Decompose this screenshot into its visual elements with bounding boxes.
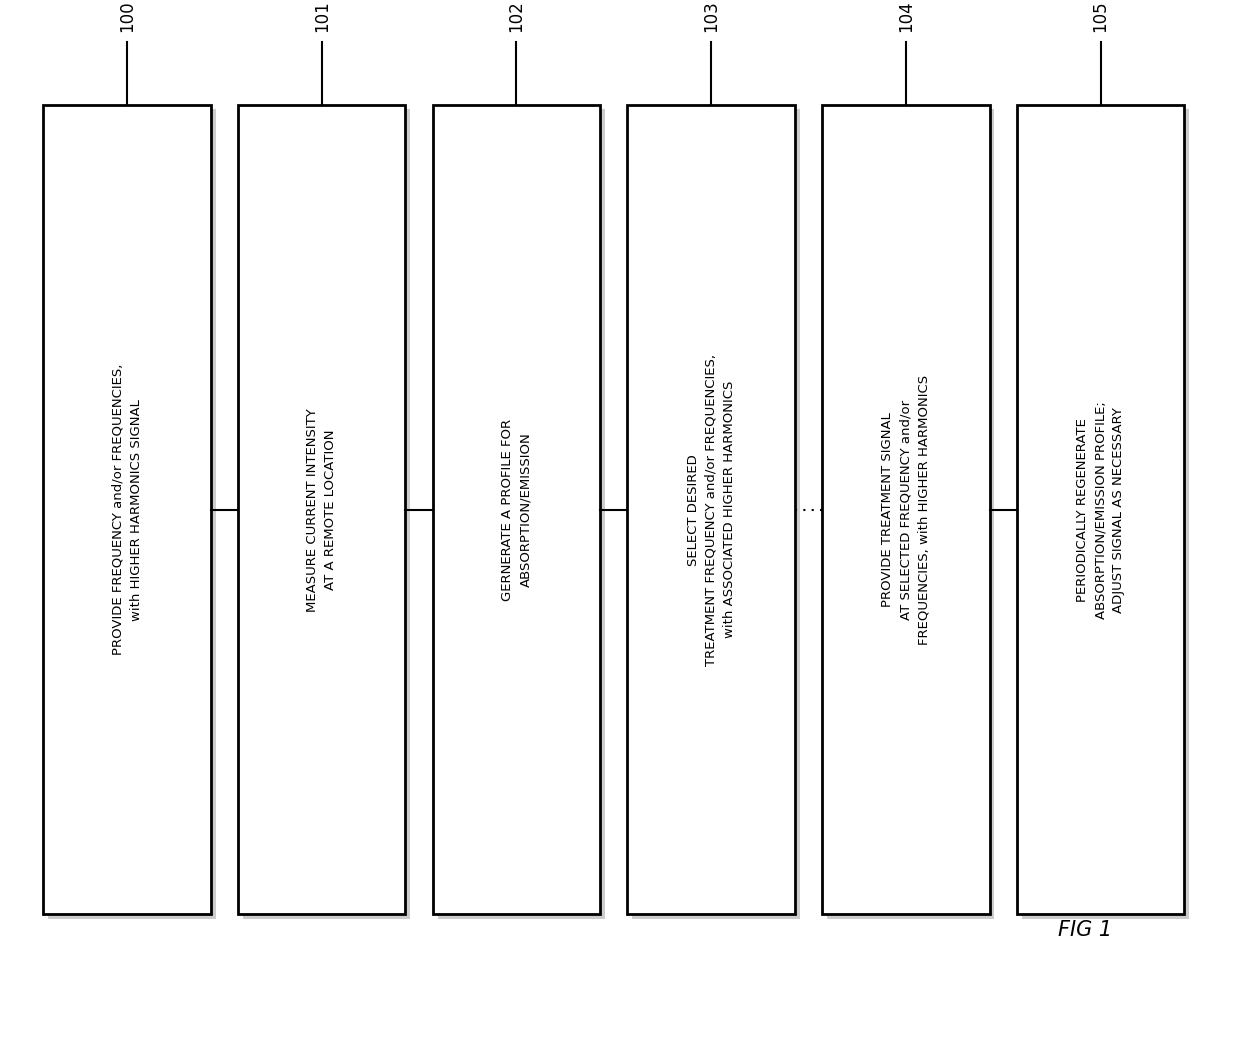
Bar [627,105,795,914]
Text: 100: 100 [118,0,136,32]
Text: PERIODICALLY REGENERATE
ABSORPTION/EMISSION PROFILE;
ADJUST SIGNAL AS NECESSARY: PERIODICALLY REGENERATE ABSORPTION/EMISS… [1076,400,1125,619]
Bar [1022,109,1189,919]
Text: 102: 102 [507,0,526,32]
Bar [433,105,600,914]
Bar [243,109,410,919]
Bar [438,109,605,919]
Bar [238,105,405,914]
Text: 103: 103 [702,0,720,32]
Text: GERNERATE A PROFILE FOR
ABSORPTION/EMISSION: GERNERATE A PROFILE FOR ABSORPTION/EMISS… [501,418,532,601]
Bar [632,109,800,919]
Text: PROVIDE TREATMENT SIGNAL
AT SELECTED FREQUENCY and/or
FREQUENCIES, with HIGHER H: PROVIDE TREATMENT SIGNAL AT SELECTED FRE… [882,374,930,645]
Text: PROVIDE FREQUENCY and/or FREQUENCIES,
with HIGHER HARMONICS SIGNAL: PROVIDE FREQUENCY and/or FREQUENCIES, wi… [112,364,143,656]
Text: SELECT DESIRED
TREATMENT FREQUENCY and/or FREQUENCIES,
with ASSOCIATED HIGHER HA: SELECT DESIRED TREATMENT FREQUENCY and/o… [687,354,735,665]
Bar [43,105,211,914]
Bar [827,109,994,919]
Bar [48,109,216,919]
Text: 101: 101 [312,0,331,32]
Text: 105: 105 [1091,0,1110,32]
Text: MEASURE CURRENT INTENSITY
AT A REMOTE LOCATION: MEASURE CURRENT INTENSITY AT A REMOTE LO… [306,408,337,612]
Text: 104: 104 [897,0,915,32]
Bar [822,105,990,914]
Bar [1017,105,1184,914]
Text: FIG 1: FIG 1 [1058,920,1112,941]
